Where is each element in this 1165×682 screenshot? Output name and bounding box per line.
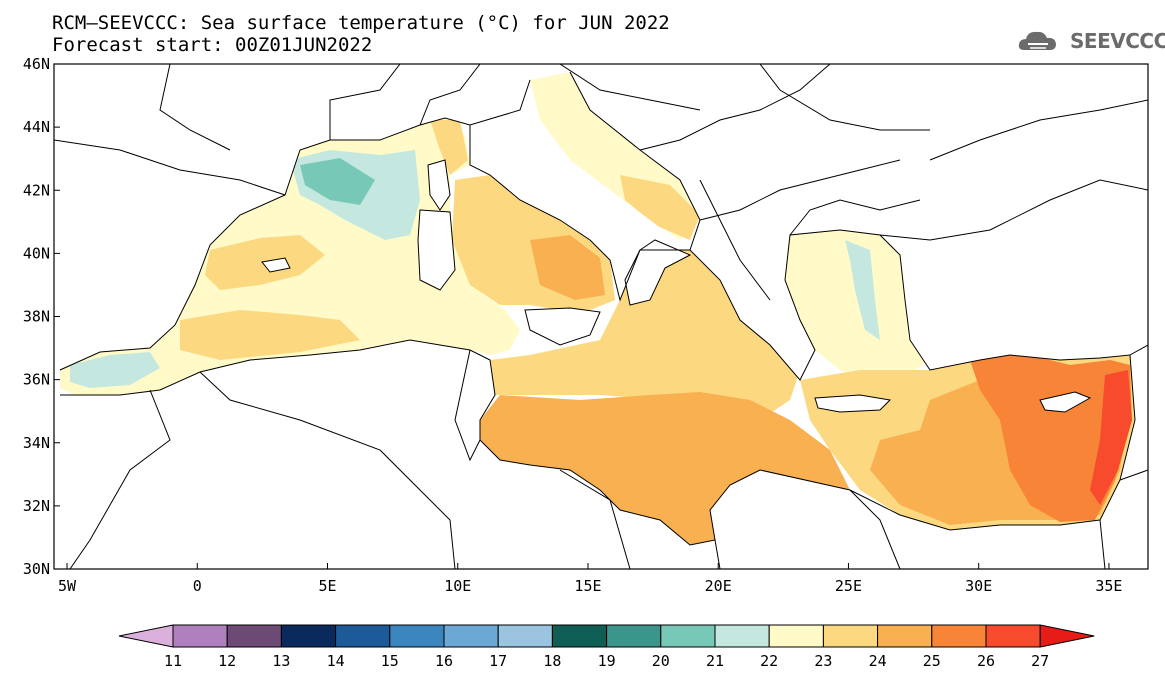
land [54,64,1148,569]
colorbar-swatch [822,624,879,648]
map-title: RCM–SEEVCCC: Sea surface temperature (°C… [52,12,670,34]
colorbar-swatch [714,624,770,648]
lon-tick-label: 5W [58,577,77,595]
colorbar-label: 15 [381,652,399,670]
longitude-axis: 5W 0 5E 10E 15E 20E 25E 30E 35E [58,563,1122,595]
algerian-warm [180,310,360,360]
colorbar-swatch [768,624,824,648]
sst-field [60,72,1135,545]
alboran [70,352,160,388]
colorbar-label: 19 [598,652,616,670]
colorbar-label: 14 [327,652,345,670]
lon-tick-label: 20E [705,577,732,595]
adriatic-south [620,175,700,240]
lat-tick-label: 36N [23,371,50,389]
ligurian-warm [430,120,468,175]
aegean-cool [845,240,880,340]
coastlines [54,64,1148,569]
tyrrhenian-warm [530,235,605,300]
lat-tick-label: 46N [23,55,50,73]
colorbar-label: 20 [652,652,670,670]
colorbar-swatch [226,624,282,648]
levantine-hottest [1090,370,1132,505]
sirte-basin [480,392,850,545]
colorbar-label: 17 [489,652,507,670]
colorbar-label: 26 [977,652,995,670]
colorbar-label: 13 [272,652,290,670]
lat-tick-label: 42N [23,181,50,199]
colorbar-swatch [877,624,933,648]
colorbar-swatch [985,624,1041,648]
colorbar-swatch [335,624,391,648]
colorbar-label: 27 [1031,652,1049,670]
cloud-logo-icon [1018,31,1056,50]
lon-tick-label: 10E [444,577,471,595]
colorbar-label: 12 [218,652,236,670]
colorbar-label: 24 [869,652,887,670]
lon-tick-label: 0 [193,577,202,595]
lat-tick-label: 44N [23,118,50,136]
colorbar-swatch [443,624,499,648]
latitude-axis: 30N 32N 34N 36N 38N 40N 42N 44N 46N [23,55,60,578]
colorbar-swatch [606,624,662,648]
colorbar-label: 21 [706,652,724,670]
levantine-hot [970,350,1132,522]
lat-tick-label: 32N [23,497,50,515]
ionian [490,250,800,420]
colorbar-label: 25 [923,652,941,670]
colorbar-swatch [280,624,337,648]
colorbar: 11 12 13 14 15 16 17 18 19 20 21 22 23 24 25 26 27 [118,624,1095,670]
colorbar-swatch [551,624,608,648]
colorbar-swatch [389,624,445,648]
lat-tick-label: 38N [23,308,50,326]
lat-tick-label: 40N [23,244,50,262]
colorbar-swatch [1039,624,1095,648]
lon-tick-label: 30E [965,577,992,595]
gulf-of-lion-core [300,158,375,205]
colorbar-swatch [660,624,716,648]
lon-tick-label: 5E [318,577,336,595]
colorbar-swatch [118,624,174,648]
lon-tick-label: 35E [1095,577,1122,595]
colorbar-label: 18 [543,652,561,670]
colorbar-swatch [931,624,987,648]
forecast-start: Forecast start: 00Z01JUN2022 [52,34,373,56]
colorbar-label: 23 [814,652,832,670]
colorbar-label: 11 [164,652,182,670]
aegean [785,230,930,380]
lat-tick-label: 30N [23,560,50,578]
logo-text: SEEVCCC [1070,29,1165,53]
colorbar-label: 22 [760,652,778,670]
lon-tick-label: 15E [574,577,601,595]
colorbar-swatch [172,624,228,648]
lon-tick-label: 25E [835,577,862,595]
colorbar-label: 16 [435,652,453,670]
colorbar-swatch [497,624,553,648]
lat-tick-label: 34N [23,434,50,452]
